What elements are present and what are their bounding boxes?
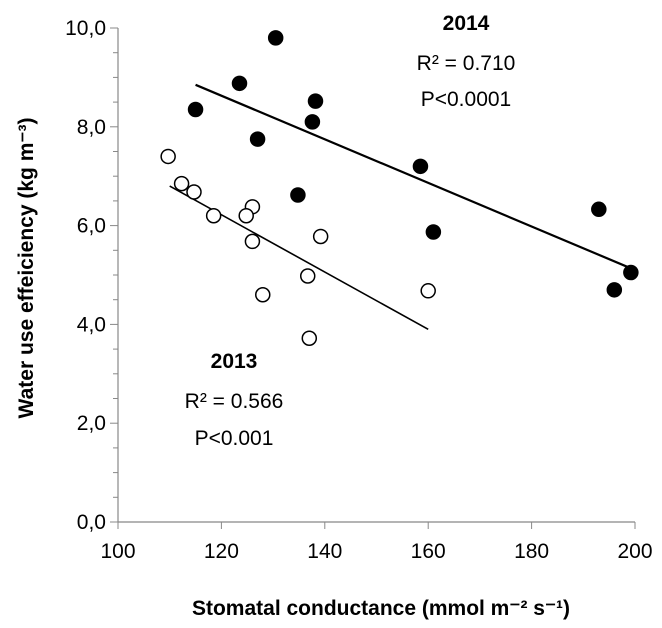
y-axis-title: Water use effeiciency (kg m⁻³) xyxy=(15,118,38,419)
x-tick-label: 140 xyxy=(307,540,342,563)
trendlines xyxy=(169,83,636,331)
data-point-2014 xyxy=(606,282,623,298)
y-tick-label: 10,0 xyxy=(65,17,106,40)
annotation-2014-p: P<0.0001 xyxy=(421,88,512,111)
x-tick-label: 120 xyxy=(204,540,239,563)
data-point-2014 xyxy=(623,264,639,281)
y-tick-label: 2,0 xyxy=(77,412,106,435)
data-point-2013 xyxy=(205,207,222,224)
data-point-2013 xyxy=(160,148,176,165)
annotation-2014: 2014 R² = 0.710 P<0.0001 xyxy=(417,12,516,111)
data-point-2014 xyxy=(591,201,607,218)
y-tick-label: 4,0 xyxy=(77,313,106,336)
data-point-2013 xyxy=(255,287,271,303)
trendline-2013 xyxy=(169,185,429,331)
data-points xyxy=(160,30,639,346)
data-point-2014 xyxy=(231,75,248,92)
data-point-2013 xyxy=(244,233,261,250)
data-point-2013 xyxy=(301,330,318,346)
data-point-2013 xyxy=(238,207,254,224)
y-tick-label: 8,0 xyxy=(77,116,106,139)
data-point-2014 xyxy=(187,101,204,118)
axes xyxy=(110,27,636,529)
data-point-2014 xyxy=(307,93,324,109)
data-point-2014 xyxy=(412,158,429,175)
data-point-2014 xyxy=(290,187,306,203)
annotation-2013-r2: R² = 0.566 xyxy=(185,390,284,413)
annotation-2013: 2013 R² = 0.566 P<0.001 xyxy=(185,350,284,450)
data-point-2014 xyxy=(249,131,266,147)
data-point-2013 xyxy=(173,175,190,192)
data-point-2013 xyxy=(299,268,316,284)
annotation-2013-label: 2013 xyxy=(211,350,258,373)
annotation-2013-p: P<0.001 xyxy=(195,427,274,450)
data-point-2013 xyxy=(312,228,329,245)
data-point-2014 xyxy=(267,30,284,46)
data-point-2014 xyxy=(304,114,321,130)
data-point-2013 xyxy=(186,184,202,200)
data-point-2013 xyxy=(420,283,436,299)
x-tick-label: 160 xyxy=(411,540,446,563)
trendline-2014 xyxy=(195,83,636,272)
x-tick-label: 100 xyxy=(100,540,135,563)
annotation-2014-label: 2014 xyxy=(443,12,490,35)
tick-labels: 0,0 2,0 4,0 6,0 8,0 10,0 100 120 140 160 180 200 xyxy=(65,17,652,563)
y-tick-label: 6,0 xyxy=(77,215,106,238)
annotation-2014-r2: R² = 0.710 xyxy=(417,52,516,75)
x-tick-label: 180 xyxy=(514,540,549,563)
x-tick-label: 200 xyxy=(617,540,652,563)
x-axis-title: Stomatal conductance (mmol m⁻² s⁻¹) xyxy=(192,597,570,620)
y-tick-label: 0,0 xyxy=(77,511,106,534)
data-point-2014 xyxy=(425,224,442,240)
